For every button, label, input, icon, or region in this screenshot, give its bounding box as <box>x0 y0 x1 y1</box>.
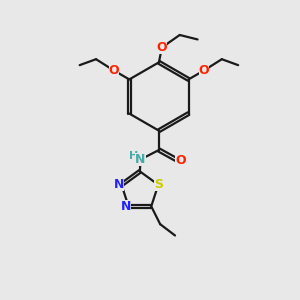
Text: O: O <box>157 41 167 54</box>
Text: H: H <box>129 151 139 161</box>
Text: S: S <box>154 178 163 191</box>
Text: O: O <box>175 154 186 167</box>
Text: N: N <box>114 178 124 191</box>
Text: O: O <box>109 64 119 77</box>
Text: N: N <box>121 200 131 213</box>
Text: O: O <box>199 64 209 77</box>
Text: N: N <box>135 153 146 166</box>
